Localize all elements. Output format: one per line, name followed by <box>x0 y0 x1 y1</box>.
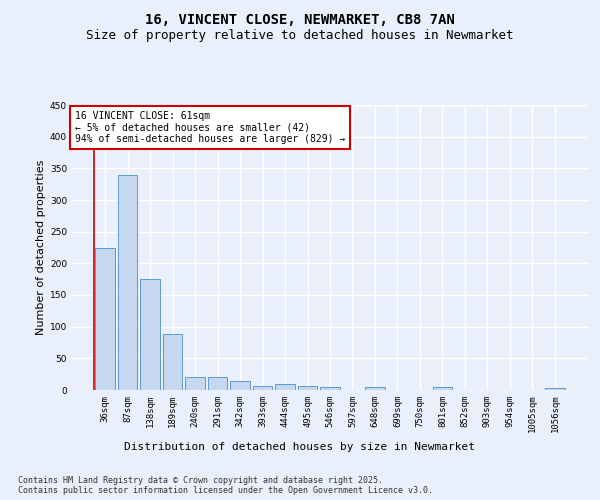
Text: Distribution of detached houses by size in Newmarket: Distribution of detached houses by size … <box>125 442 476 452</box>
Text: 16, VINCENT CLOSE, NEWMARKET, CB8 7AN: 16, VINCENT CLOSE, NEWMARKET, CB8 7AN <box>145 12 455 26</box>
Bar <box>185 378 205 390</box>
Text: Size of property relative to detached houses in Newmarket: Size of property relative to detached ho… <box>86 29 514 42</box>
Bar <box>433 387 452 390</box>
Bar <box>118 174 137 390</box>
Bar <box>95 248 115 390</box>
Text: 16 VINCENT CLOSE: 61sqm
← 5% of detached houses are smaller (42)
94% of semi-det: 16 VINCENT CLOSE: 61sqm ← 5% of detached… <box>74 110 345 144</box>
Bar <box>208 378 227 390</box>
Text: Contains HM Land Registry data © Crown copyright and database right 2025.
Contai: Contains HM Land Registry data © Crown c… <box>18 476 433 495</box>
Bar <box>365 387 385 390</box>
Bar <box>163 334 182 390</box>
Bar <box>253 386 272 390</box>
Bar <box>230 381 250 390</box>
Bar <box>298 386 317 390</box>
Bar <box>545 388 565 390</box>
Bar <box>320 387 340 390</box>
Y-axis label: Number of detached properties: Number of detached properties <box>36 160 46 335</box>
Bar <box>140 279 160 390</box>
Bar <box>275 384 295 390</box>
